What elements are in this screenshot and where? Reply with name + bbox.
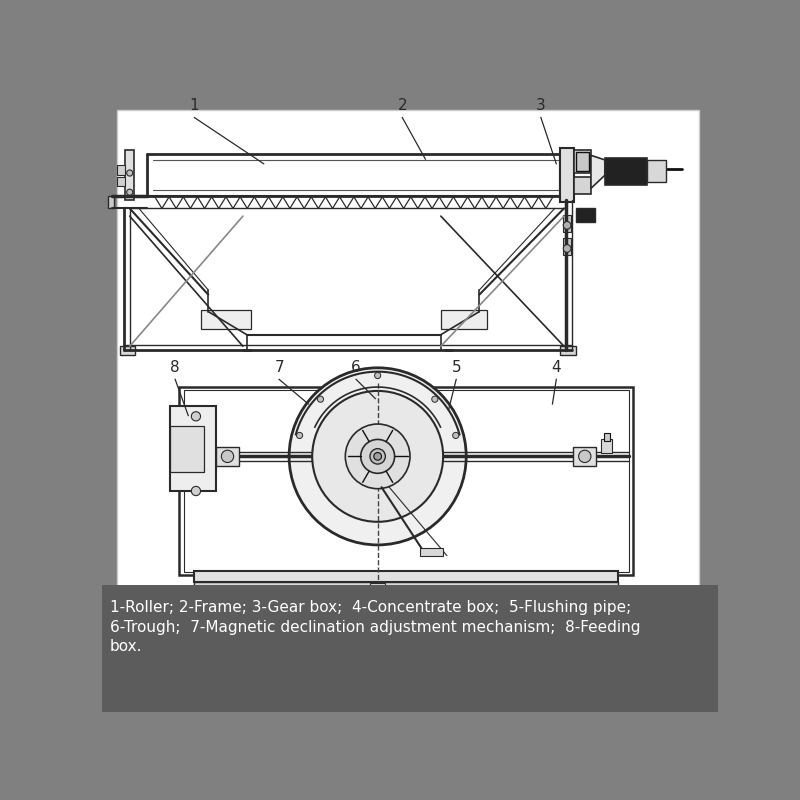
Bar bbox=[202, 630, 610, 638]
Bar bbox=[118, 177, 125, 186]
Circle shape bbox=[374, 373, 381, 378]
Bar bbox=[216, 447, 239, 466]
Bar bbox=[420, 548, 443, 556]
Text: 1: 1 bbox=[190, 98, 199, 113]
Bar bbox=[118, 110, 698, 595]
Bar bbox=[605, 158, 647, 185]
Bar bbox=[120, 346, 135, 355]
Bar bbox=[574, 447, 596, 466]
Circle shape bbox=[191, 486, 201, 496]
Text: 6-Trough;  7-Magnetic declination adjustment mechanism;  8-Feeding: 6-Trough; 7-Magnetic declination adjustm… bbox=[110, 619, 640, 634]
Circle shape bbox=[453, 432, 459, 438]
Bar bbox=[560, 147, 574, 202]
Bar bbox=[170, 406, 216, 491]
Circle shape bbox=[297, 432, 302, 438]
Bar bbox=[102, 585, 718, 712]
Text: 4: 4 bbox=[551, 360, 561, 374]
Bar bbox=[370, 582, 386, 606]
Text: box.: box. bbox=[110, 639, 142, 654]
Bar bbox=[184, 390, 629, 572]
Bar bbox=[118, 166, 125, 174]
Bar bbox=[125, 150, 134, 200]
Text: 3: 3 bbox=[536, 98, 546, 113]
Bar bbox=[601, 439, 612, 454]
Bar bbox=[194, 582, 618, 588]
Bar bbox=[201, 310, 250, 330]
Bar bbox=[560, 346, 575, 355]
Text: 6: 6 bbox=[351, 360, 361, 374]
Bar bbox=[170, 426, 205, 472]
Circle shape bbox=[370, 449, 386, 464]
Circle shape bbox=[563, 222, 571, 230]
Circle shape bbox=[371, 603, 384, 616]
Bar bbox=[583, 638, 610, 646]
Bar bbox=[574, 150, 591, 173]
Bar bbox=[563, 215, 571, 232]
Bar bbox=[108, 196, 114, 209]
Bar bbox=[441, 310, 487, 330]
Bar bbox=[179, 387, 634, 575]
Text: 2: 2 bbox=[398, 98, 407, 113]
Text: 8: 8 bbox=[170, 360, 180, 374]
Bar bbox=[563, 238, 571, 255]
Circle shape bbox=[374, 453, 382, 460]
Bar bbox=[575, 208, 594, 222]
Circle shape bbox=[312, 391, 443, 522]
Text: 7: 7 bbox=[274, 360, 284, 374]
Circle shape bbox=[318, 396, 323, 402]
Circle shape bbox=[191, 412, 201, 421]
Bar bbox=[367, 602, 389, 610]
Circle shape bbox=[346, 424, 410, 489]
Bar bbox=[194, 571, 618, 582]
Circle shape bbox=[578, 450, 591, 462]
Bar bbox=[202, 638, 229, 646]
Circle shape bbox=[361, 439, 394, 474]
Bar bbox=[575, 152, 590, 171]
Bar bbox=[574, 177, 591, 194]
Circle shape bbox=[126, 189, 133, 195]
Circle shape bbox=[126, 170, 133, 176]
Bar bbox=[647, 160, 666, 182]
Text: 1-Roller; 2-Frame; 3-Gear box;  4-Concentrate box;  5-Flushing pipe;: 1-Roller; 2-Frame; 3-Gear box; 4-Concent… bbox=[110, 600, 631, 615]
Polygon shape bbox=[591, 155, 605, 188]
Circle shape bbox=[432, 396, 438, 402]
Bar bbox=[604, 434, 610, 441]
Circle shape bbox=[222, 450, 234, 462]
Circle shape bbox=[563, 245, 571, 252]
Circle shape bbox=[289, 368, 466, 545]
Text: 5: 5 bbox=[451, 360, 461, 374]
